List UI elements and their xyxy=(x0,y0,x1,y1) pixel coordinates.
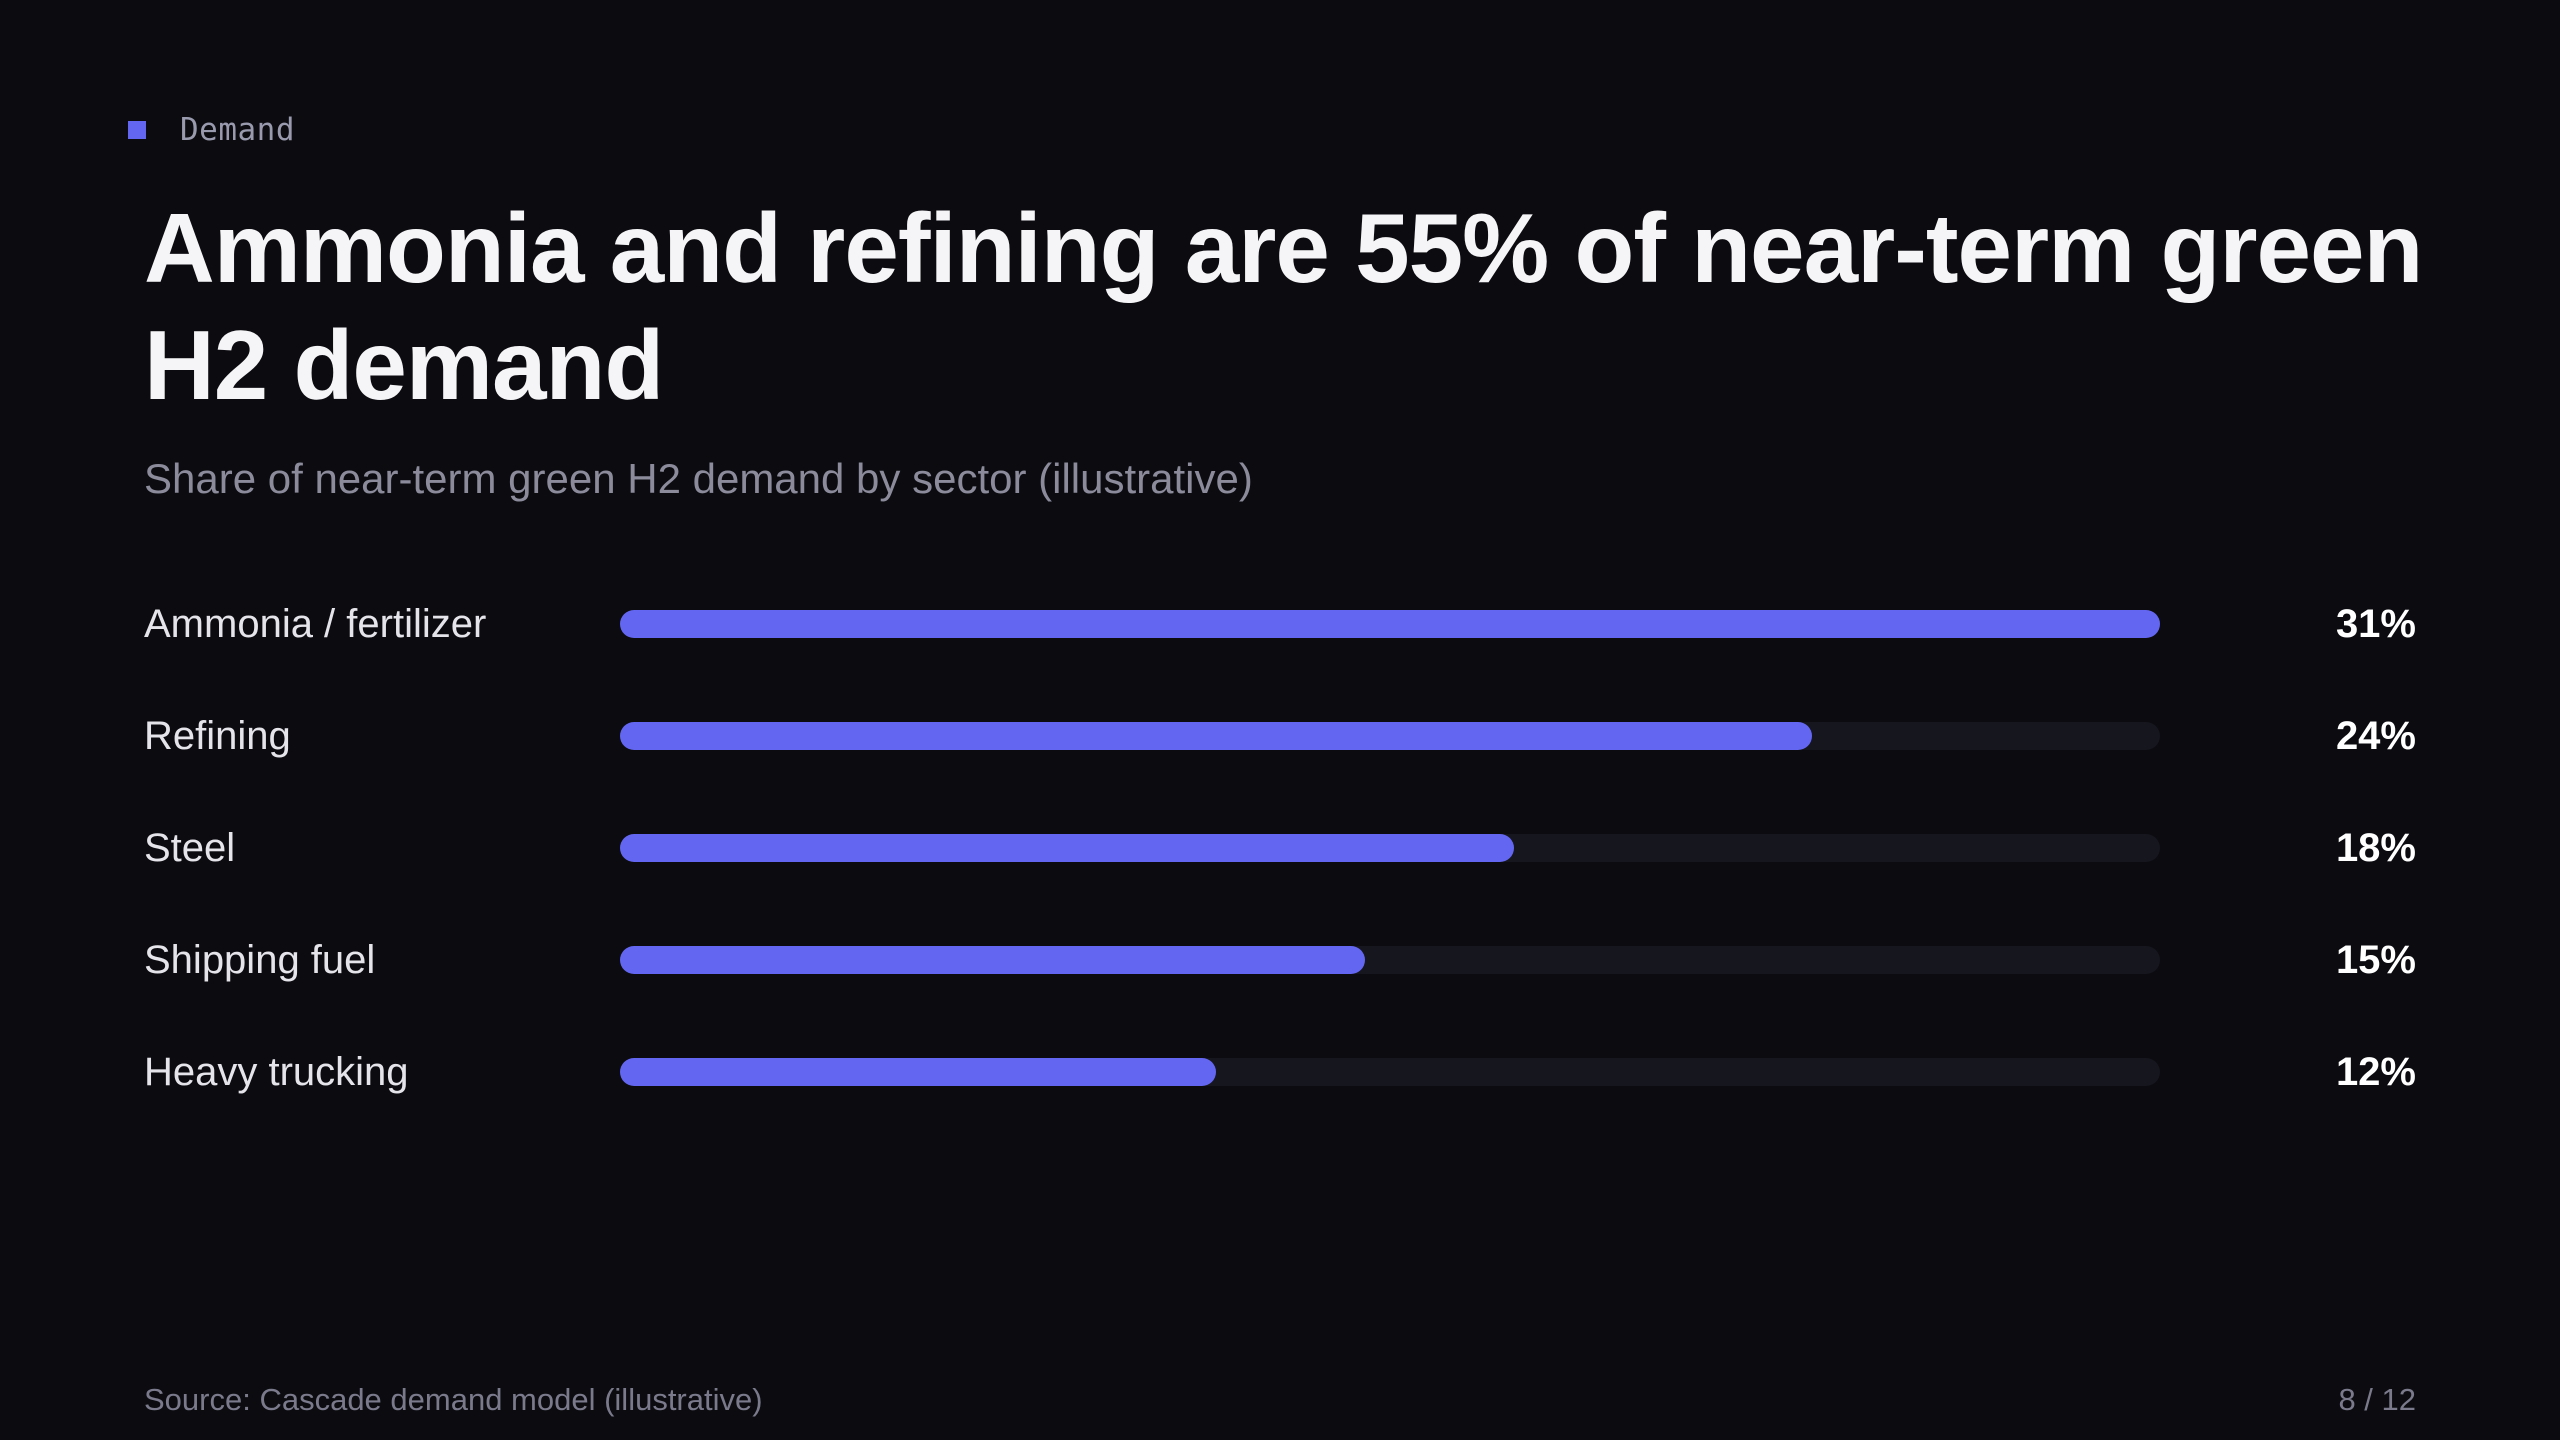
bar xyxy=(620,610,2160,638)
bar-track xyxy=(620,834,2160,862)
bar-label: Refining xyxy=(144,714,291,758)
bar-label: Ammonia / fertilizer xyxy=(144,602,487,646)
bar-value-label: 18% xyxy=(2335,826,2416,870)
bar-label: Shipping fuel xyxy=(144,938,376,982)
bar-value-label: 15% xyxy=(2335,938,2416,982)
bar xyxy=(620,722,1812,750)
slide-title: Ammonia and refining are 55% of near-ter… xyxy=(144,193,2423,420)
page-number: 8 / 12 xyxy=(2338,1382,2416,1417)
bar-value-label: 12% xyxy=(2335,1050,2416,1094)
bar-value-label: 24% xyxy=(2335,714,2416,758)
section-label: Demand xyxy=(180,112,295,148)
section-eyebrow: Demand xyxy=(128,110,295,150)
bar-track xyxy=(620,1058,2160,1086)
bar xyxy=(620,946,1365,974)
bar-value-label: 31% xyxy=(2335,602,2416,646)
bar-track xyxy=(620,610,2160,638)
bar-label: Steel xyxy=(144,826,236,870)
bar-label: Heavy trucking xyxy=(144,1050,409,1094)
chart-subtitle: Share of near-term green H2 demand by se… xyxy=(144,455,1253,502)
bar xyxy=(620,834,1514,862)
source-note: Source: Cascade demand model (illustrati… xyxy=(144,1382,763,1417)
bar-track xyxy=(620,722,2160,750)
square-bullet-icon xyxy=(128,121,146,139)
bar-track xyxy=(620,946,2160,974)
bar xyxy=(620,1058,1216,1086)
